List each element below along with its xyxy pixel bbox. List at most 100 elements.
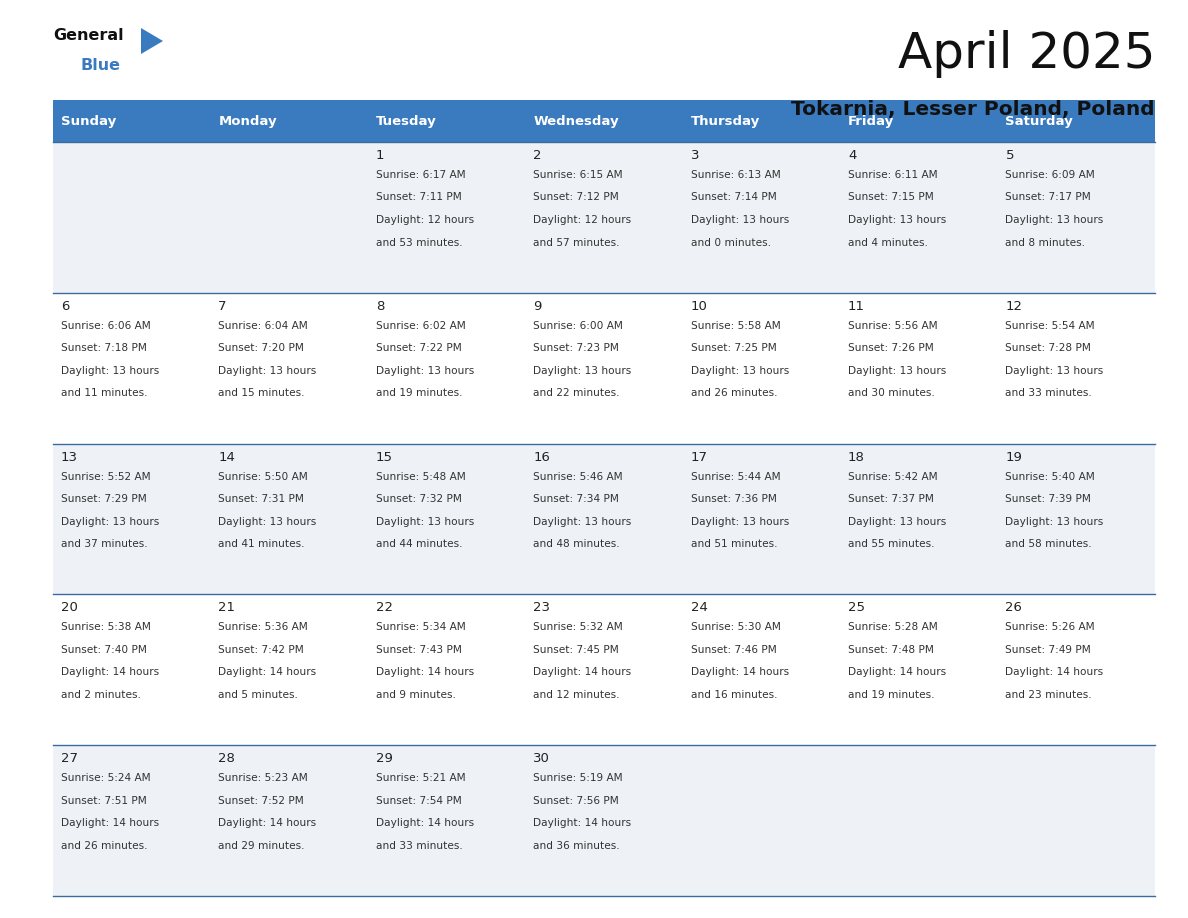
Text: and 57 minutes.: and 57 minutes. — [533, 238, 620, 248]
Text: Sunrise: 5:40 AM: Sunrise: 5:40 AM — [1005, 472, 1095, 482]
Text: Daylight: 14 hours: Daylight: 14 hours — [61, 667, 159, 677]
Text: and 19 minutes.: and 19 minutes. — [848, 690, 935, 700]
Bar — [525, 100, 683, 142]
Text: Sunset: 7:54 PM: Sunset: 7:54 PM — [375, 796, 461, 806]
Text: and 19 minutes.: and 19 minutes. — [375, 388, 462, 398]
Text: 15: 15 — [375, 451, 393, 464]
Text: Sunset: 7:49 PM: Sunset: 7:49 PM — [1005, 645, 1092, 655]
Text: Sunrise: 6:09 AM: Sunrise: 6:09 AM — [1005, 170, 1095, 180]
Text: Daylight: 13 hours: Daylight: 13 hours — [375, 365, 474, 375]
Text: Sunset: 7:34 PM: Sunset: 7:34 PM — [533, 494, 619, 504]
Text: Saturday: Saturday — [1005, 115, 1073, 128]
Text: Sunrise: 5:50 AM: Sunrise: 5:50 AM — [219, 472, 308, 482]
Text: 5: 5 — [1005, 149, 1013, 162]
Text: and 55 minutes.: and 55 minutes. — [848, 539, 935, 549]
Text: Sunset: 7:52 PM: Sunset: 7:52 PM — [219, 796, 304, 806]
Text: Sunset: 7:17 PM: Sunset: 7:17 PM — [1005, 193, 1092, 203]
Text: 22: 22 — [375, 601, 393, 614]
Text: and 44 minutes.: and 44 minutes. — [375, 539, 462, 549]
Text: Daylight: 13 hours: Daylight: 13 hours — [61, 365, 159, 375]
Text: Sunset: 7:42 PM: Sunset: 7:42 PM — [219, 645, 304, 655]
Text: Daylight: 13 hours: Daylight: 13 hours — [1005, 215, 1104, 225]
Text: 26: 26 — [1005, 601, 1023, 614]
Text: Daylight: 14 hours: Daylight: 14 hours — [219, 818, 316, 828]
Text: and 2 minutes.: and 2 minutes. — [61, 690, 140, 700]
Text: 17: 17 — [690, 451, 708, 464]
Bar — [53, 293, 1155, 443]
Text: Sunrise: 5:36 AM: Sunrise: 5:36 AM — [219, 622, 308, 633]
Text: 10: 10 — [690, 300, 708, 313]
Text: 21: 21 — [219, 601, 235, 614]
Text: Sunrise: 6:15 AM: Sunrise: 6:15 AM — [533, 170, 623, 180]
Text: Daylight: 13 hours: Daylight: 13 hours — [61, 517, 159, 527]
Text: Sunrise: 5:56 AM: Sunrise: 5:56 AM — [848, 320, 937, 330]
Text: and 16 minutes.: and 16 minutes. — [690, 690, 777, 700]
Text: Sunset: 7:14 PM: Sunset: 7:14 PM — [690, 193, 776, 203]
Text: Sunrise: 6:04 AM: Sunrise: 6:04 AM — [219, 320, 308, 330]
Text: and 26 minutes.: and 26 minutes. — [690, 388, 777, 398]
Text: 29: 29 — [375, 752, 392, 766]
Text: Sunset: 7:32 PM: Sunset: 7:32 PM — [375, 494, 462, 504]
Text: Sunrise: 5:54 AM: Sunrise: 5:54 AM — [1005, 320, 1095, 330]
Text: 18: 18 — [848, 451, 865, 464]
Text: Sunrise: 6:00 AM: Sunrise: 6:00 AM — [533, 320, 623, 330]
Text: Sunset: 7:40 PM: Sunset: 7:40 PM — [61, 645, 147, 655]
Text: 24: 24 — [690, 601, 708, 614]
Text: Daylight: 14 hours: Daylight: 14 hours — [533, 667, 631, 677]
Text: and 4 minutes.: and 4 minutes. — [848, 238, 928, 248]
Text: Daylight: 14 hours: Daylight: 14 hours — [375, 667, 474, 677]
Text: and 26 minutes.: and 26 minutes. — [61, 841, 147, 851]
Text: Sunset: 7:46 PM: Sunset: 7:46 PM — [690, 645, 776, 655]
Text: and 48 minutes.: and 48 minutes. — [533, 539, 620, 549]
Text: Tokarnia, Lesser Poland, Poland: Tokarnia, Lesser Poland, Poland — [791, 100, 1155, 119]
Text: Sunset: 7:43 PM: Sunset: 7:43 PM — [375, 645, 462, 655]
Text: Sunset: 7:31 PM: Sunset: 7:31 PM — [219, 494, 304, 504]
Text: Sunrise: 5:24 AM: Sunrise: 5:24 AM — [61, 773, 151, 783]
Text: 23: 23 — [533, 601, 550, 614]
Text: and 58 minutes.: and 58 minutes. — [1005, 539, 1092, 549]
Text: Sunrise: 5:42 AM: Sunrise: 5:42 AM — [848, 472, 937, 482]
Text: April 2025: April 2025 — [897, 30, 1155, 78]
Text: Daylight: 13 hours: Daylight: 13 hours — [690, 365, 789, 375]
Text: and 33 minutes.: and 33 minutes. — [1005, 388, 1092, 398]
Text: and 29 minutes.: and 29 minutes. — [219, 841, 305, 851]
Text: Tuesday: Tuesday — [375, 115, 436, 128]
Text: 3: 3 — [690, 149, 699, 162]
Text: Daylight: 13 hours: Daylight: 13 hours — [848, 215, 947, 225]
Text: Sunset: 7:29 PM: Sunset: 7:29 PM — [61, 494, 146, 504]
Bar — [998, 100, 1155, 142]
Bar — [53, 100, 210, 142]
Text: Daylight: 14 hours: Daylight: 14 hours — [375, 818, 474, 828]
Text: Sunrise: 5:32 AM: Sunrise: 5:32 AM — [533, 622, 623, 633]
Bar — [683, 100, 840, 142]
Text: and 15 minutes.: and 15 minutes. — [219, 388, 305, 398]
Text: Daylight: 14 hours: Daylight: 14 hours — [219, 667, 316, 677]
Text: Sunrise: 6:02 AM: Sunrise: 6:02 AM — [375, 320, 466, 330]
Text: and 8 minutes.: and 8 minutes. — [1005, 238, 1086, 248]
Text: and 53 minutes.: and 53 minutes. — [375, 238, 462, 248]
Text: Daylight: 14 hours: Daylight: 14 hours — [690, 667, 789, 677]
Text: Sunset: 7:48 PM: Sunset: 7:48 PM — [848, 645, 934, 655]
Text: and 41 minutes.: and 41 minutes. — [219, 539, 305, 549]
Text: Sunset: 7:39 PM: Sunset: 7:39 PM — [1005, 494, 1092, 504]
Text: and 11 minutes.: and 11 minutes. — [61, 388, 147, 398]
Text: Sunset: 7:18 PM: Sunset: 7:18 PM — [61, 343, 147, 353]
Text: 16: 16 — [533, 451, 550, 464]
Text: Sunrise: 5:26 AM: Sunrise: 5:26 AM — [1005, 622, 1095, 633]
Text: Sunrise: 5:30 AM: Sunrise: 5:30 AM — [690, 622, 781, 633]
Text: Daylight: 13 hours: Daylight: 13 hours — [848, 365, 947, 375]
Text: Daylight: 13 hours: Daylight: 13 hours — [375, 517, 474, 527]
Text: 19: 19 — [1005, 451, 1023, 464]
Text: 11: 11 — [848, 300, 865, 313]
Bar — [210, 100, 368, 142]
Text: 30: 30 — [533, 752, 550, 766]
Text: 28: 28 — [219, 752, 235, 766]
Text: Thursday: Thursday — [690, 115, 760, 128]
Text: and 36 minutes.: and 36 minutes. — [533, 841, 620, 851]
Text: Sunrise: 6:06 AM: Sunrise: 6:06 AM — [61, 320, 151, 330]
Text: Daylight: 13 hours: Daylight: 13 hours — [1005, 517, 1104, 527]
Text: Sunrise: 5:46 AM: Sunrise: 5:46 AM — [533, 472, 623, 482]
Text: Daylight: 14 hours: Daylight: 14 hours — [61, 818, 159, 828]
Text: General: General — [53, 28, 124, 43]
Text: Sunset: 7:25 PM: Sunset: 7:25 PM — [690, 343, 776, 353]
